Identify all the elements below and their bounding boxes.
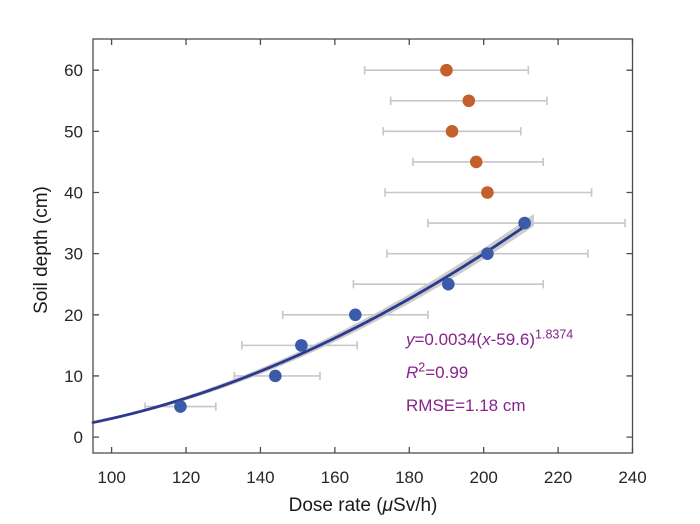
fit-curve: [91, 222, 530, 424]
mu-symbol: μ: [382, 495, 394, 516]
x-tick-label: 120: [172, 468, 200, 487]
x-axis-label: Dose rate (μSv/h): [288, 495, 438, 516]
x-tick-label: 200: [469, 468, 497, 487]
axis-ticks: [93, 39, 634, 453]
y-tick-label: 40: [64, 183, 83, 202]
fit-exponent: 1.8374: [535, 327, 574, 342]
y-axis-label-text: Soil depth (cm): [31, 186, 52, 314]
y-tick-label: 50: [64, 122, 83, 141]
data-point-blue: [518, 216, 531, 230]
y-tick-label: 0: [74, 428, 83, 447]
data-point-blue: [269, 369, 282, 383]
data-point-blue: [295, 339, 308, 352]
x-tick-label: 220: [544, 468, 572, 487]
data-point-orange: [445, 125, 459, 138]
x-tick-label: 140: [246, 468, 274, 487]
y-tick-label: 20: [64, 306, 83, 325]
fit-annotation: y=0.0034(x-59.6)1.8374 R2=0.99 RMSE=1.18…: [406, 323, 573, 422]
x-tick-label: 180: [395, 468, 423, 487]
x-tick-label: 100: [97, 468, 125, 487]
data-point-blue: [349, 308, 362, 322]
y-tick-label: 60: [64, 61, 83, 80]
y-axis-label: Soil depth (cm): [31, 186, 53, 314]
data-point-orange: [469, 155, 483, 169]
data-point-blue: [481, 247, 494, 260]
data-point-blue: [442, 277, 455, 291]
x-tick-label: 240: [618, 468, 646, 487]
data-point-orange: [462, 94, 476, 108]
fit-equation: y=0.0034(x-59.6)1.8374: [406, 327, 574, 349]
y-tick-label: 30: [64, 245, 83, 264]
data-point-orange: [440, 63, 453, 77]
data-point-orange: [481, 186, 494, 199]
fit-r-squared: R2=0.99: [406, 360, 469, 382]
y-tick-label: 10: [64, 367, 83, 386]
x-tick-label: 160: [321, 468, 349, 487]
data-point-blue: [174, 400, 187, 413]
plot-box: [92, 38, 634, 454]
fit-rmse: RMSE=1.18 cm: [406, 396, 526, 415]
